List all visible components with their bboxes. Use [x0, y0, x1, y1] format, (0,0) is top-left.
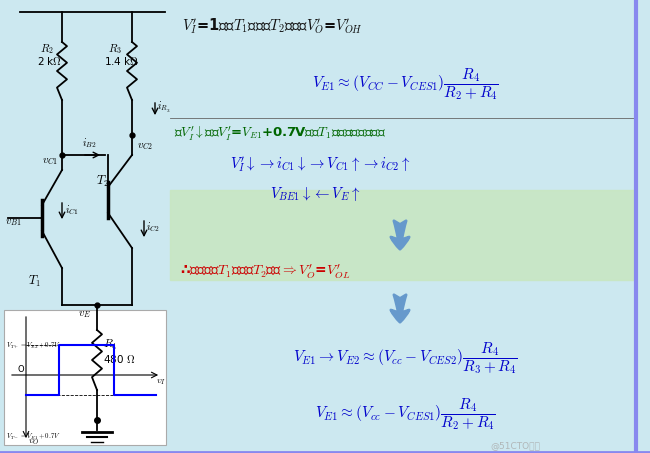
Bar — [4, 310, 166, 445]
Text: $R_4$: $R_4$ — [103, 338, 118, 352]
Text: $i_{C1}$: $i_{C1}$ — [65, 203, 79, 217]
Text: $V_{E1}\approx(V_{cc}-V_{CES1})\dfrac{R_4}{R_2+R_4}$: $V_{E1}\approx(V_{cc}-V_{CES1})\dfrac{R_… — [315, 396, 495, 433]
Text: $V_I^{\prime}\downarrow\rightarrow i_{C1}\downarrow\rightarrow V_{C1}\uparrow\ri: $V_I^{\prime}\downarrow\rightarrow i_{C1… — [230, 154, 411, 173]
Text: @51CTO博客: @51CTO博客 — [490, 441, 540, 450]
Text: O: O — [18, 365, 25, 374]
Text: 1.4 k$\Omega$: 1.4 k$\Omega$ — [104, 55, 139, 67]
Text: $V_{T-}=V_{E1}+0.7V$: $V_{T-}=V_{E1}+0.7V$ — [6, 432, 61, 442]
Text: 2 k$\Omega$: 2 k$\Omega$ — [37, 55, 62, 67]
Bar — [170, 190, 635, 280]
Text: $V_{T+}=V_{E2}+0.7V$: $V_{T+}=V_{E2}+0.7V$ — [6, 341, 61, 350]
Text: $i_{R_3}$: $i_{R_3}$ — [157, 100, 170, 115]
Text: $R_2$: $R_2$ — [40, 42, 54, 56]
Text: $v_O$: $v_O$ — [28, 437, 40, 447]
Text: $i_{C2}$: $i_{C2}$ — [146, 220, 160, 234]
Text: $v_I$: $v_I$ — [156, 376, 166, 387]
Text: 480 $\Omega$: 480 $\Omega$ — [103, 353, 135, 365]
Text: $T_1$: $T_1$ — [28, 274, 41, 289]
Text: ∴迅速转为$T_1$截止，$T_2$导通$\Rightarrow V_O^{\prime}$=$V_{OL}^{\prime}$: ∴迅速转为$T_1$截止，$T_2$导通$\Rightarrow V_O^{\p… — [180, 262, 350, 280]
Text: $V_{E1}\approx(V_{CC}-V_{CES1})\dfrac{R_4}{R_2+R_4}$: $V_{E1}\approx(V_{CC}-V_{CES1})\dfrac{R_… — [311, 67, 499, 102]
Text: $T_2$: $T_2$ — [96, 174, 109, 189]
Text: $v_E$: $v_E$ — [78, 309, 91, 320]
Text: $v_{C1}$: $v_{C1}$ — [42, 156, 58, 167]
Text: $v_{C2}$: $v_{C2}$ — [137, 141, 153, 152]
Text: $i_{B2}$: $i_{B2}$ — [82, 136, 96, 150]
Text: $V_{E1}\rightarrow V_{E2}\approx(V_{cc}-V_{CES2})\dfrac{R_4}{R_3+R_4}$: $V_{E1}\rightarrow V_{E2}\approx(V_{cc}-… — [292, 341, 517, 376]
Text: $V_I^{\prime}$=1时，$T_1$饱和，$T_2$截止，$V_O^{\prime}$=$V_{OH}^{\prime}$: $V_I^{\prime}$=1时，$T_1$饱和，$T_2$截止，$V_O^{… — [182, 16, 363, 36]
Text: $R_3$: $R_3$ — [108, 42, 122, 56]
Text: 当$V_I^{\prime}\downarrow$，至$V_I^{\prime}$=$V_{E1}$+0.7V时，$T_1$脱离饱和，并引起: 当$V_I^{\prime}\downarrow$，至$V_I^{\prime}… — [174, 125, 386, 143]
Text: $V_{BE1}\downarrow\leftarrow V_E\uparrow$: $V_{BE1}\downarrow\leftarrow V_E\uparrow… — [270, 185, 361, 203]
Text: $v_{B1}$: $v_{B1}$ — [5, 217, 21, 228]
